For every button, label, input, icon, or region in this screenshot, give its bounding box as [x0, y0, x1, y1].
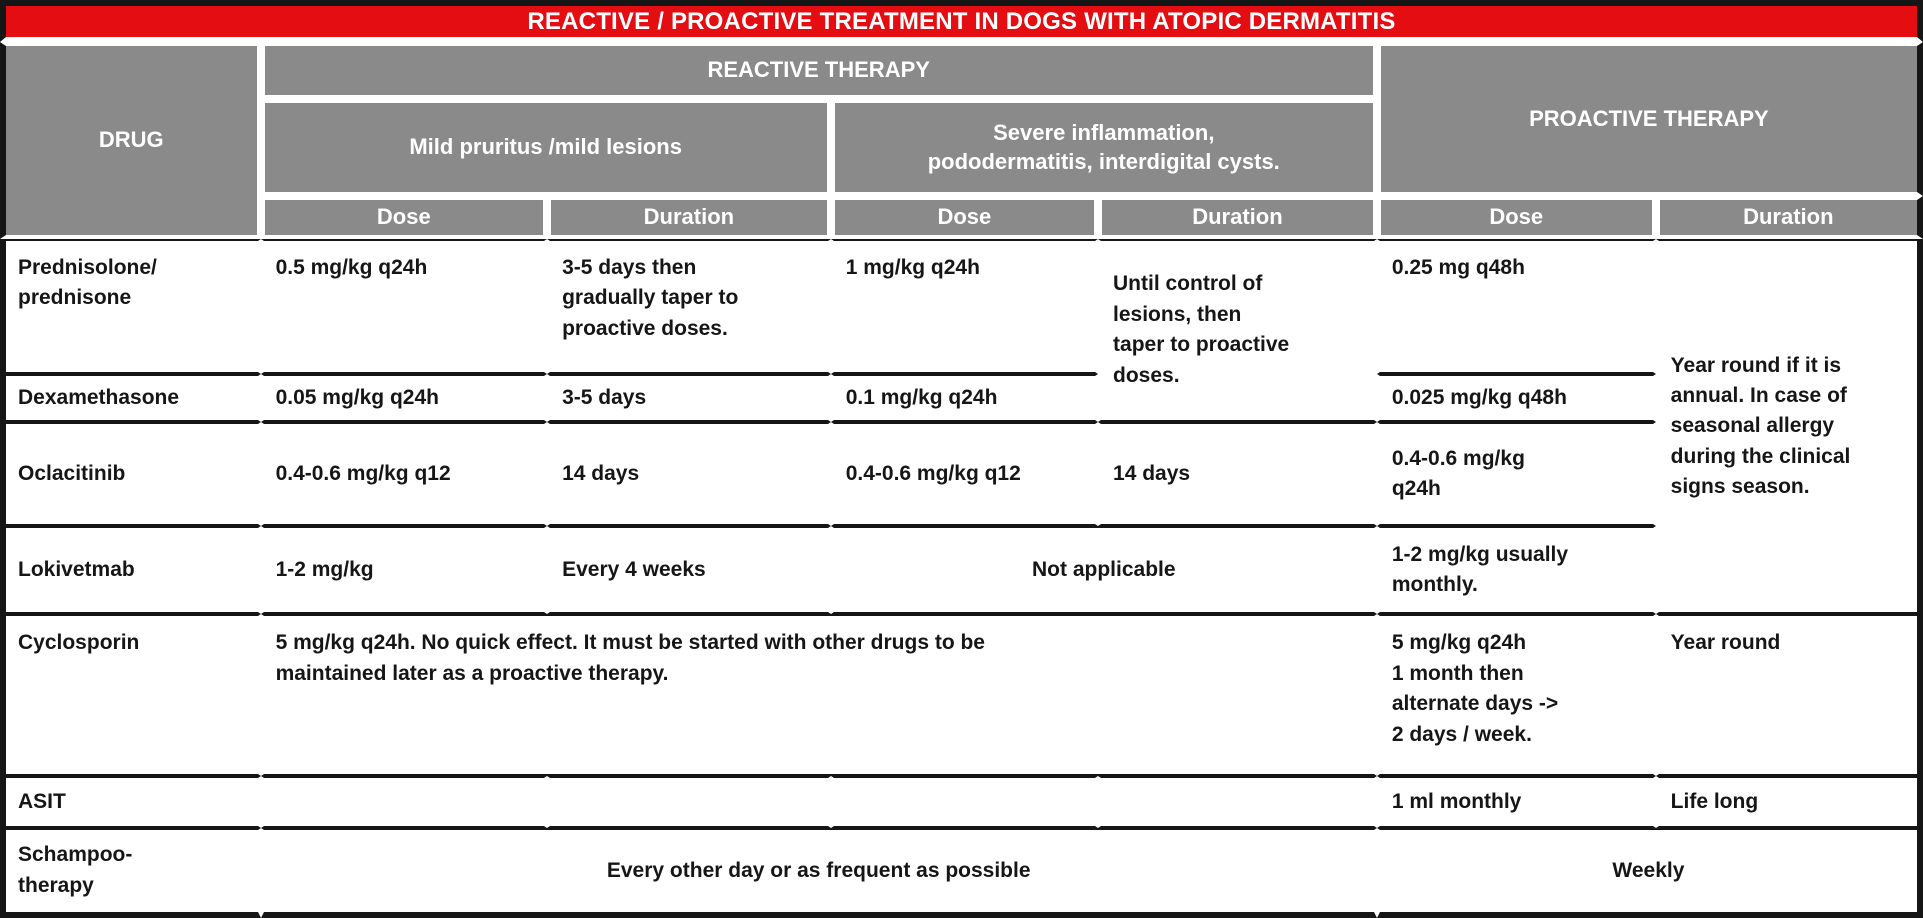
cell-prednisolone-drug: Prednisolone/ prednisone [0, 238, 261, 375]
header-severe-dose: Dose [830, 195, 1099, 239]
title-row: REACTIVE / PROACTIVE TREATMENT IN DOGS W… [0, 0, 1923, 43]
row-asit: ASIT 1 ml monthly Life long [0, 776, 1923, 828]
cell-asit-severe-dose-empty [830, 776, 1099, 828]
row-dexamethasone: Dexamethasone 0.05 mg/kg q24h 3-5 days 0… [0, 374, 1923, 422]
header-severe-group: Severe inflammation, pododermatitis, int… [830, 99, 1377, 196]
header-row-1: DRUG REACTIVE THERAPY PROACTIVE THERAPY [0, 42, 1923, 239]
cell-prednisolone-mild-dose: 0.5 mg/kg q24h [260, 238, 548, 375]
cell-dexamethasone-mild-dose: 0.05 mg/kg q24h [260, 374, 548, 422]
cell-prednisolone-severe-dose: 1 mg/kg q24h [830, 238, 1099, 375]
header-proactive-dose: Dose [1376, 195, 1656, 239]
header-mild-dose: Dose [260, 195, 548, 239]
cell-cyclosporin-drug: Cyclosporin [0, 614, 261, 777]
header-severe-duration: Duration [1098, 195, 1377, 239]
row-prednisolone: Prednisolone/ prednisone 0.5 mg/kg q24h … [0, 238, 1923, 615]
cell-asit-severe-duration-empty [1098, 776, 1377, 828]
cell-schampoo-drug: Schampoo- therapy [0, 827, 261, 918]
row-cyclosporin: Cyclosporin 5 mg/kg q24h. No quick effec… [0, 614, 1923, 777]
cell-cyclosporin-proactive-dose: 5 mg/kg q24h 1 month then alternate days… [1376, 614, 1656, 777]
header-proactive-duration: Duration [1655, 195, 1923, 239]
cell-schampoo-reactive: Every other day or as frequent as possib… [260, 827, 1377, 918]
header-drug: DRUG [0, 42, 261, 239]
header-row-3: Dose Duration Dose Duration Dose Duratio… [0, 195, 1923, 239]
cell-proactive-duration-yearround: Year round if it is annual. In case of s… [1655, 238, 1923, 615]
cell-oclacitinib-mild-dose: 0.4-0.6 mg/kg q12 [260, 421, 548, 527]
cell-cyclosporin-proactive-duration: Year round [1655, 614, 1923, 777]
cell-lokivetmab-mild-dose: 1-2 mg/kg [260, 526, 548, 615]
row-lokivetmab: Lokivetmab 1-2 mg/kg Every 4 weeks Not a… [0, 526, 1923, 615]
header-proactive-therapy: PROACTIVE THERAPY [1376, 42, 1923, 196]
header-mild-duration: Duration [547, 195, 831, 239]
cell-oclacitinib-mild-duration: 14 days [547, 421, 831, 527]
cell-lokivetmab-severe-notapplicable: Not applicable [830, 526, 1377, 615]
cell-oclacitinib-drug: Oclacitinib [0, 421, 261, 527]
cell-oclacitinib-severe-dose: 0.4-0.6 mg/kg q12 [830, 421, 1099, 527]
cell-asit-proactive-duration: Life long [1655, 776, 1923, 828]
cell-prednisolone-severe-duration: Until control of lesions, then taper to … [1098, 238, 1377, 422]
cell-asit-mild-duration-empty [547, 776, 831, 828]
cell-lokivetmab-drug: Lokivetmab [0, 526, 261, 615]
row-oclacitinib: Oclacitinib 0.4-0.6 mg/kg q12 14 days 0.… [0, 421, 1923, 527]
header-row-2: Mild pruritus /mild lesions Severe infla… [0, 99, 1923, 196]
cell-prednisolone-proactive-dose: 0.25 mg q48h [1376, 238, 1656, 375]
cell-lokivetmab-mild-duration: Every 4 weeks [547, 526, 831, 615]
cell-asit-mild-dose-empty [260, 776, 548, 828]
row-schampoo-therapy: Schampoo- therapy Every other day or as … [0, 827, 1923, 918]
header-mild-group: Mild pruritus /mild lesions [260, 99, 831, 196]
cell-cyclosporin-reactive-note: 5 mg/kg q24h. No quick effect. It must b… [260, 614, 1377, 777]
cell-dexamethasone-severe-dose: 0.1 mg/kg q24h [830, 374, 1099, 422]
cell-oclacitinib-proactive-dose: 0.4-0.6 mg/kg q24h [1376, 421, 1656, 527]
cell-oclacitinib-severe-duration: 14 days [1098, 421, 1377, 527]
cell-schampoo-proactive: Weekly [1376, 827, 1923, 918]
cell-prednisolone-mild-duration: 3-5 days then gradually taper to proacti… [547, 238, 831, 375]
table-title: REACTIVE / PROACTIVE TREATMENT IN DOGS W… [0, 0, 1923, 43]
cell-asit-proactive-dose: 1 ml monthly [1376, 776, 1656, 828]
header-reactive-therapy: REACTIVE THERAPY [260, 42, 1377, 100]
cell-dexamethasone-mild-duration: 3-5 days [547, 374, 831, 422]
cell-lokivetmab-proactive-dose: 1-2 mg/kg usually monthly. [1376, 526, 1656, 615]
cell-dexamethasone-drug: Dexamethasone [0, 374, 261, 422]
cell-dexamethasone-proactive-dose: 0.025 mg/kg q48h [1376, 374, 1656, 422]
cell-asit-drug: ASIT [0, 776, 261, 828]
